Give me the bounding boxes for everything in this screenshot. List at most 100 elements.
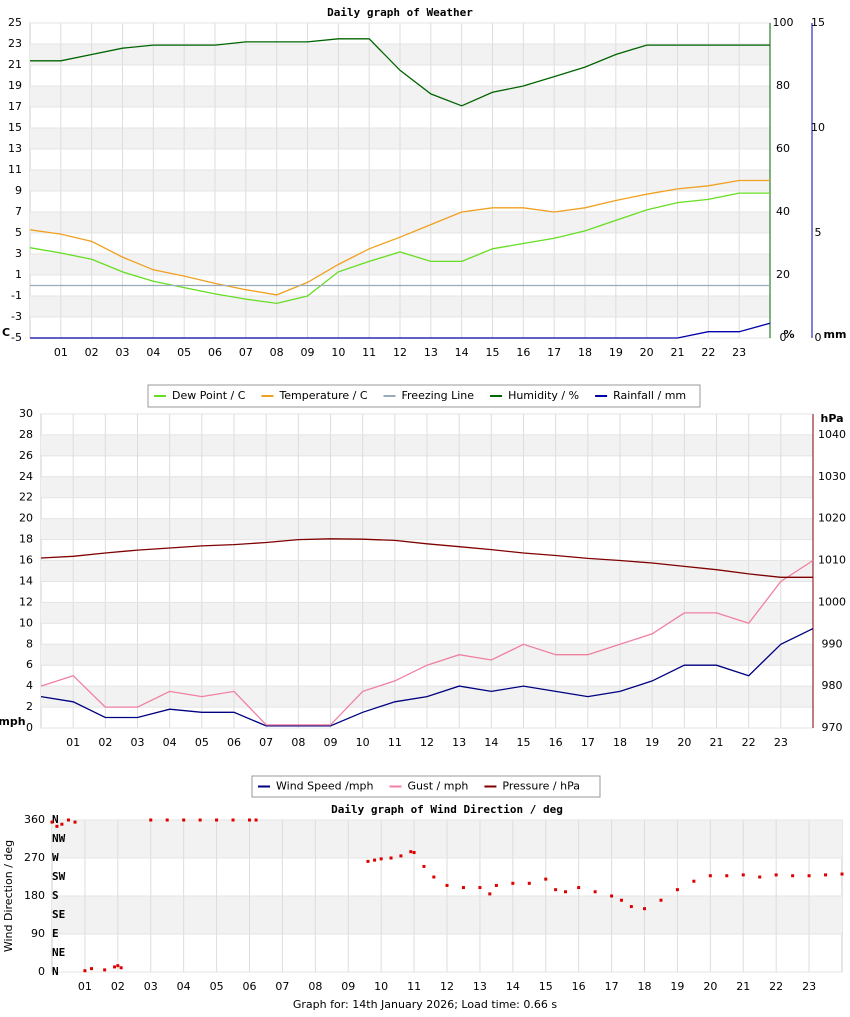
point xyxy=(379,857,383,861)
point xyxy=(73,820,77,824)
y-tick-label: 2 xyxy=(26,700,33,713)
x-tick-label: 17 xyxy=(605,980,619,993)
legend-label: Humidity / % xyxy=(508,389,579,402)
x-tick-label: 12 xyxy=(420,736,434,749)
point xyxy=(182,818,186,822)
point xyxy=(83,969,87,973)
x-tick-label: 11 xyxy=(407,980,421,993)
x-tick-label: 12 xyxy=(440,980,454,993)
y-tick-label: 1 xyxy=(15,268,22,281)
x-tick-label: 16 xyxy=(549,736,563,749)
x-tick-label: 19 xyxy=(609,346,623,359)
y2-tick-label: 20 xyxy=(776,268,790,281)
series-line xyxy=(40,628,814,727)
compass-label: N xyxy=(52,965,59,978)
x-tick-label: 16 xyxy=(572,980,586,993)
x-tick-label: 06 xyxy=(227,736,241,749)
chart-title: Daily graph of Weather xyxy=(327,6,473,19)
y2-tick-label: 80 xyxy=(776,79,790,92)
y-tick-label: 21 xyxy=(8,58,22,71)
point xyxy=(675,888,679,892)
point xyxy=(610,894,614,898)
y-tick-label: 16 xyxy=(19,554,33,567)
x-tick-label: 02 xyxy=(111,980,125,993)
y-tick-label: 0 xyxy=(38,965,45,978)
legend-label: Temperature / C xyxy=(278,389,367,402)
point xyxy=(422,864,426,868)
y-tick-label: 3 xyxy=(15,247,22,260)
point xyxy=(708,874,712,878)
x-tick-label: 03 xyxy=(144,980,158,993)
x-tick-label: 22 xyxy=(701,346,715,359)
point xyxy=(593,890,597,894)
x-tick-label: 04 xyxy=(163,736,177,749)
point xyxy=(445,883,449,887)
x-tick-label: 04 xyxy=(146,346,160,359)
x-tick-label: 08 xyxy=(308,980,322,993)
point xyxy=(564,890,567,894)
y-tick-label: 28 xyxy=(19,428,33,441)
point xyxy=(409,850,413,854)
y2-tick-label: 40 xyxy=(776,205,790,218)
x-tick-label: 04 xyxy=(177,980,191,993)
x-tick-label: 02 xyxy=(98,736,112,749)
x-tick-label: 05 xyxy=(195,736,209,749)
point xyxy=(412,851,416,855)
legend-label: Pressure / hPa xyxy=(502,780,580,793)
point xyxy=(554,888,558,892)
x-tick-label: 17 xyxy=(547,346,561,359)
y3-tick-label: 5 xyxy=(815,226,822,239)
legend-box xyxy=(147,384,701,408)
point xyxy=(577,886,581,890)
x-tick-label: 06 xyxy=(243,980,257,993)
x-tick-label: 20 xyxy=(677,736,691,749)
point xyxy=(215,818,219,822)
x-tick-label: 22 xyxy=(769,980,783,993)
x-tick-label: 13 xyxy=(452,736,466,749)
y-tick-label: 19 xyxy=(8,79,22,92)
y-tick-label: 270 xyxy=(24,851,45,864)
point xyxy=(50,820,54,824)
y-tick-label: 360 xyxy=(24,813,45,826)
x-tick-label: 10 xyxy=(374,980,388,993)
y2-axis-label: hPa xyxy=(820,412,843,425)
compass-label: SW xyxy=(52,870,66,883)
x-tick-label: 13 xyxy=(473,980,487,993)
compass-label: N xyxy=(52,813,59,826)
series-line xyxy=(29,192,770,305)
point xyxy=(659,898,663,902)
y-tick-label: -3 xyxy=(11,310,22,323)
y-tick-label: 20 xyxy=(19,512,33,525)
x-tick-label: 07 xyxy=(259,736,273,749)
y2-tick-label: 970 xyxy=(822,721,843,734)
y-tick-label: 6 xyxy=(26,658,33,671)
y-tick-label: 8 xyxy=(26,637,33,650)
y2-tick-label: 1030 xyxy=(818,470,846,483)
x-tick-label: 14 xyxy=(455,346,469,359)
series-line xyxy=(40,559,814,726)
series-line xyxy=(29,179,770,296)
y-tick-label: 24 xyxy=(19,470,33,483)
y-tick-label: 30 xyxy=(19,407,33,420)
point xyxy=(119,966,123,970)
y-tick-label: 10 xyxy=(19,616,33,629)
point xyxy=(629,905,633,909)
y-tick-label: -5 xyxy=(11,331,22,344)
x-tick-label: 09 xyxy=(301,346,315,359)
point xyxy=(807,874,811,878)
x-tick-label: 22 xyxy=(742,736,756,749)
y-tick-label: 180 xyxy=(24,889,45,902)
y2-axis-label: % xyxy=(783,328,794,341)
compass-label: SE xyxy=(52,908,65,921)
x-tick-label: 23 xyxy=(732,346,746,359)
x-tick-label: 07 xyxy=(275,980,289,993)
x-tick-label: 03 xyxy=(131,736,145,749)
x-tick-label: 11 xyxy=(388,736,402,749)
y2-tick-label: 1020 xyxy=(818,512,846,525)
series-line xyxy=(30,322,771,339)
point xyxy=(432,875,436,879)
x-tick-label: 09 xyxy=(324,736,338,749)
footer: Graph for: 14th January 2026; Load time:… xyxy=(293,998,557,1011)
point xyxy=(544,877,548,881)
legend-label: Dew Point / C xyxy=(172,389,246,402)
